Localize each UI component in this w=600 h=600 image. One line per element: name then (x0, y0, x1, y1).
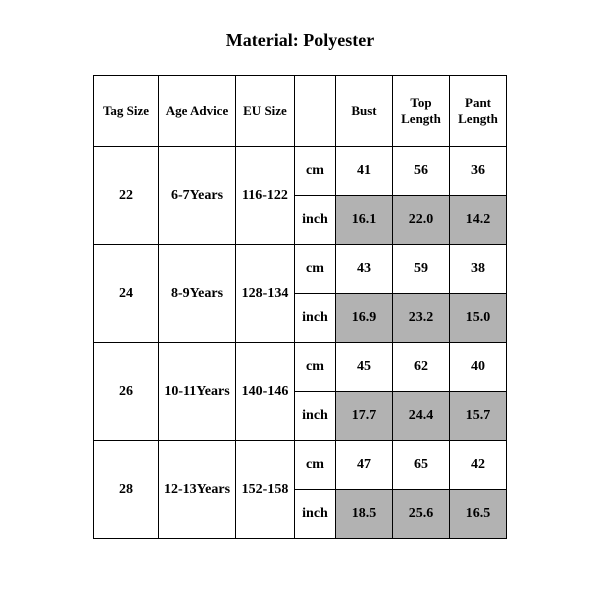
cell-top: 59 (393, 245, 450, 294)
table-row: 26 10-11Years 140-146 cm 45 62 40 (94, 343, 507, 392)
cell-top: 56 (393, 147, 450, 196)
col-eu-size: EU Size (236, 76, 295, 147)
cell-top: 25.6 (393, 490, 450, 539)
cell-bust: 45 (336, 343, 393, 392)
cell-unit: cm (295, 147, 336, 196)
table-row: 22 6-7Years 116-122 cm 41 56 36 (94, 147, 507, 196)
table-row: 24 8-9Years 128-134 cm 43 59 38 (94, 245, 507, 294)
cell-pant: 15.7 (450, 392, 507, 441)
cell-top: 23.2 (393, 294, 450, 343)
cell-bust: 17.7 (336, 392, 393, 441)
cell-top: 22.0 (393, 196, 450, 245)
header-row: Tag Size Age Advice EU Size Bust Top Len… (94, 76, 507, 147)
col-bust: Bust (336, 76, 393, 147)
cell-eu: 152-158 (236, 441, 295, 539)
cell-pant: 42 (450, 441, 507, 490)
cell-bust: 43 (336, 245, 393, 294)
cell-bust: 41 (336, 147, 393, 196)
cell-age: 12-13Years (159, 441, 236, 539)
cell-unit: inch (295, 392, 336, 441)
cell-tag: 28 (94, 441, 159, 539)
cell-top: 62 (393, 343, 450, 392)
cell-pant: 38 (450, 245, 507, 294)
size-table: Tag Size Age Advice EU Size Bust Top Len… (93, 75, 507, 539)
cell-age: 8-9Years (159, 245, 236, 343)
cell-bust: 16.9 (336, 294, 393, 343)
cell-age: 6-7Years (159, 147, 236, 245)
cell-eu: 140-146 (236, 343, 295, 441)
cell-pant: 16.5 (450, 490, 507, 539)
cell-eu: 128-134 (236, 245, 295, 343)
cell-pant: 15.0 (450, 294, 507, 343)
cell-pant: 36 (450, 147, 507, 196)
col-unit (295, 76, 336, 147)
cell-tag: 24 (94, 245, 159, 343)
cell-tag: 22 (94, 147, 159, 245)
cell-unit: cm (295, 343, 336, 392)
page: Material: Polyester Tag Size Age Advice … (0, 0, 600, 600)
col-tag-size: Tag Size (94, 76, 159, 147)
cell-bust: 16.1 (336, 196, 393, 245)
table-row: 28 12-13Years 152-158 cm 47 65 42 (94, 441, 507, 490)
cell-unit: cm (295, 245, 336, 294)
col-pant-length: Pant Length (450, 76, 507, 147)
cell-age: 10-11Years (159, 343, 236, 441)
cell-top: 65 (393, 441, 450, 490)
table-header: Tag Size Age Advice EU Size Bust Top Len… (94, 76, 507, 147)
cell-unit: inch (295, 294, 336, 343)
material-title: Material: Polyester (0, 30, 600, 51)
cell-unit: inch (295, 196, 336, 245)
cell-bust: 18.5 (336, 490, 393, 539)
cell-tag: 26 (94, 343, 159, 441)
col-age-advice: Age Advice (159, 76, 236, 147)
cell-unit: inch (295, 490, 336, 539)
cell-top: 24.4 (393, 392, 450, 441)
cell-eu: 116-122 (236, 147, 295, 245)
table-body: 22 6-7Years 116-122 cm 41 56 36 inch 16.… (94, 147, 507, 539)
cell-pant: 40 (450, 343, 507, 392)
cell-bust: 47 (336, 441, 393, 490)
cell-pant: 14.2 (450, 196, 507, 245)
cell-unit: cm (295, 441, 336, 490)
col-top-length: Top Length (393, 76, 450, 147)
